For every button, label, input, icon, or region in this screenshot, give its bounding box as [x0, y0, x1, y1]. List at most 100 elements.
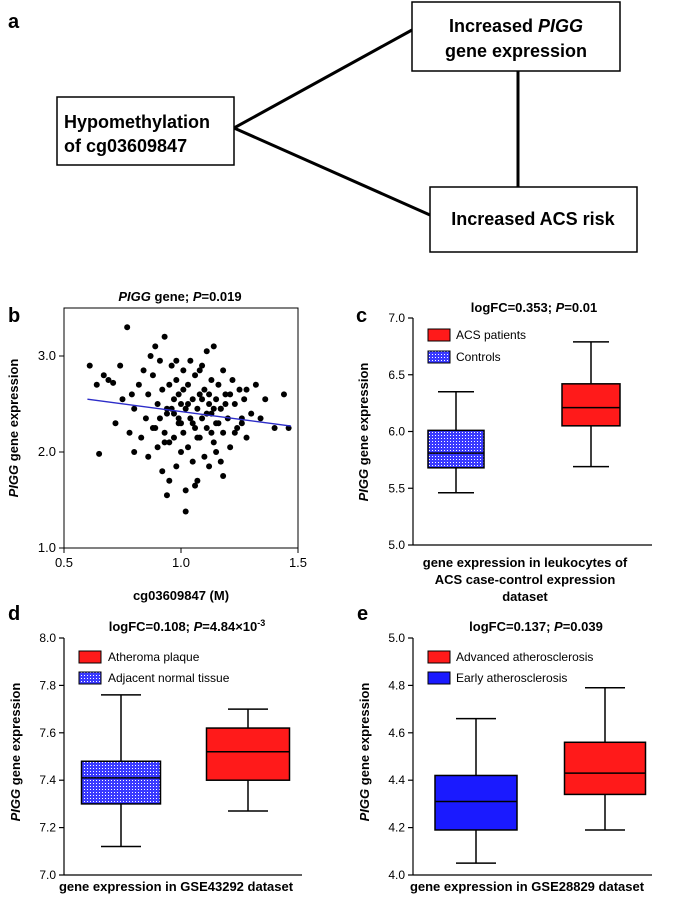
- data-point: [145, 391, 152, 398]
- ylabel-rest: gene expression: [6, 359, 21, 465]
- box-controls: [427, 429, 485, 469]
- legend-label: Early atherosclerosis: [456, 671, 567, 685]
- title-p-value: =4.84×10: [202, 619, 257, 634]
- ylabel-gene: PIGG: [356, 469, 371, 502]
- data-point: [201, 386, 208, 393]
- data-point: [196, 367, 203, 374]
- data-point: [210, 343, 217, 350]
- data-point: [140, 367, 147, 374]
- data-point: [220, 473, 227, 479]
- panel-b-scatter: PIGG gene; P=0.019 0.5 1.0 1.51.02.03.0 cg…: [6, 289, 307, 603]
- data-point: [178, 401, 184, 407]
- data-point: [252, 381, 259, 388]
- title-p: P: [554, 619, 563, 634]
- data-point: [154, 401, 161, 407]
- chart-title: logFC=0.353; P=0.01: [471, 300, 597, 315]
- chart-title: PIGG gene; P=0.019: [118, 289, 241, 304]
- panel-e-boxplot: logFC=0.137; P=0.039 4.04.24.44.64.85.0 …: [357, 619, 652, 894]
- data-point: [100, 372, 107, 379]
- data-point: [124, 324, 131, 331]
- data-point: [236, 386, 243, 393]
- data-point: [280, 391, 287, 398]
- data-point: [173, 357, 180, 364]
- data-point: [243, 434, 250, 441]
- data-point: [185, 381, 192, 388]
- chart-title: logFC=0.108; P=4.84×10-3: [109, 618, 266, 634]
- data-point: [208, 429, 215, 436]
- data-point: [166, 381, 173, 388]
- chart-title: logFC=0.137; P=0.039: [469, 619, 603, 634]
- data-point: [126, 429, 133, 436]
- data-point: [192, 372, 199, 379]
- pigg-italic: PIGG: [538, 16, 583, 36]
- panel-a: a Hypomethylation of cg03609847 Increase…: [8, 1, 638, 253]
- legend-swatch-advanced: [427, 650, 451, 664]
- y-tick-label: 7.6: [39, 726, 56, 740]
- increased-acs-box: [429, 186, 638, 253]
- data-point: [131, 449, 138, 455]
- data-point: [262, 396, 269, 403]
- legend-label: Controls: [456, 350, 501, 364]
- data-point: [231, 429, 238, 436]
- y-tick-label: 1.0: [38, 540, 56, 555]
- data-point: [117, 362, 124, 369]
- data-point: [175, 415, 182, 422]
- panel-d-boxplot: logFC=0.108; P=4.84×10-3 7.0 7.2 7.4 7.6 7.8…: [8, 618, 302, 894]
- title-exponent: -3: [257, 618, 265, 628]
- data-point: [213, 449, 220, 455]
- data-point: [182, 487, 189, 494]
- panel-letter-b: b: [8, 305, 20, 327]
- data-point: [199, 415, 206, 422]
- title-p: P: [556, 300, 565, 315]
- data-point: [166, 477, 173, 484]
- data-point: [185, 401, 192, 407]
- data-point: [161, 429, 168, 436]
- data-point: [156, 415, 163, 422]
- y-tick-label: 6.5: [388, 368, 405, 382]
- data-point: [234, 425, 241, 431]
- data-point: [194, 434, 201, 441]
- legend-swatch-adjacent: [78, 671, 102, 685]
- y-tick-label: 7.0: [39, 868, 56, 882]
- data-point: [238, 420, 245, 427]
- title-p-value: =0.01: [564, 300, 597, 315]
- x-axis-label-line: ACS case-control expression: [435, 572, 616, 587]
- title-gene: PIGG: [118, 289, 151, 304]
- legend-swatch-atheroma: [78, 650, 102, 664]
- x-axis-label-line: gene expression in leukocytes of: [423, 555, 628, 570]
- panel-letter-a: a: [8, 11, 20, 33]
- data-point: [194, 477, 201, 484]
- data-point: [128, 391, 135, 398]
- data-point: [199, 362, 206, 369]
- x-axis-label: gene expression in GSE28829 dataset: [410, 879, 645, 894]
- data-point: [173, 463, 180, 470]
- panel-letter-e: e: [357, 603, 368, 625]
- y-tick-label: 7.8: [39, 678, 56, 692]
- data-point: [142, 415, 149, 422]
- y-tick-label: 3.0: [38, 348, 56, 363]
- y-tick-label: 5.0: [388, 538, 405, 552]
- data-point: [170, 396, 177, 403]
- data-point: [194, 405, 201, 412]
- data-point: [206, 463, 213, 470]
- data-point: [187, 357, 194, 364]
- increased-prefix: Increased: [449, 16, 538, 36]
- x-tick-label: 0.5: [55, 555, 73, 570]
- data-point: [180, 367, 187, 374]
- data-point: [152, 425, 159, 431]
- x-axis-label: cg03609847 (M): [133, 588, 229, 603]
- data-point: [168, 362, 175, 369]
- data-point: [203, 425, 210, 431]
- ylabel-rest: gene expression: [356, 363, 371, 469]
- data-point: [156, 357, 163, 364]
- data-point: [222, 391, 229, 398]
- y-tick-label: 4.4: [388, 773, 405, 787]
- data-point: [189, 396, 196, 403]
- data-point: [182, 508, 189, 515]
- ylabel-rest: gene expression: [8, 683, 23, 789]
- data-point: [222, 401, 229, 407]
- data-point: [161, 333, 168, 340]
- legend-label: Adjacent normal tissue: [108, 671, 230, 685]
- data-point: [248, 410, 255, 417]
- data-point: [241, 396, 248, 403]
